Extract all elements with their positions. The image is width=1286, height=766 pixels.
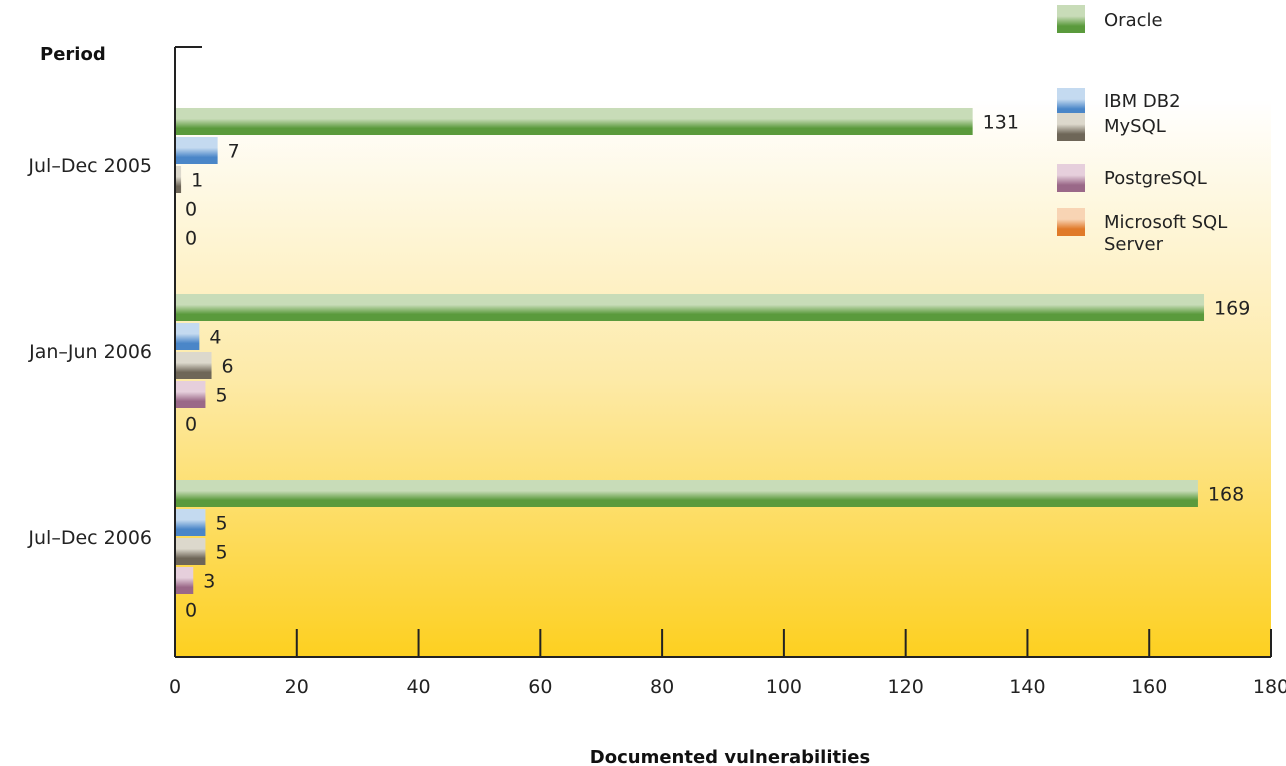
value-label-ibm-db2-jan-jun-2006: 4 (209, 327, 221, 349)
x-tick-label-80: 80 (650, 676, 674, 698)
legend-label-oracle: Oracle (1104, 10, 1163, 31)
x-tick-label-0: 0 (169, 676, 181, 698)
x-axis-title: Documented vulnerabilities (590, 747, 870, 766)
legend-swatch-ibm-db2 (1057, 88, 1085, 116)
bar-mysql-jan-jun-2006 (175, 352, 212, 379)
bar-postgresql-jul-dec-2006 (175, 567, 194, 594)
value-label-ibm-db2-jul-dec-2005: 7 (228, 141, 240, 163)
legend-swatch-postgresql (1057, 164, 1085, 192)
legend: Oracle IBM DB2 MySQL PostgreSQL Microsoft SQ… (1057, 5, 1227, 255)
legend-label-microsoft-sql-server: Microsoft SQL Server (1104, 212, 1227, 255)
category-label-jan-jun-2006: Jan–Jun 2006 (28, 341, 152, 363)
value-label-oracle-jul-dec-2006: 168 (1208, 484, 1244, 506)
x-tick-label-60: 60 (528, 676, 552, 698)
value-label-postgresql-jan-jun-2006: 5 (215, 385, 227, 407)
bar-ibm-db2-jan-jun-2006 (175, 323, 200, 350)
x-tick-label-140: 140 (1009, 676, 1045, 698)
value-label-oracle-jan-jun-2006: 169 (1214, 298, 1250, 320)
legend-swatch-microsoft-sql-server (1057, 208, 1085, 236)
value-label-mysql-jan-jun-2006: 6 (222, 356, 234, 378)
value-label-mysql-jul-dec-2006: 5 (215, 542, 227, 564)
category-label-jul-dec-2006: Jul–Dec 2006 (27, 527, 152, 549)
x-tick-label-100: 100 (766, 676, 802, 698)
bar-ibm-db2-jul-dec-2006 (175, 509, 206, 536)
x-tick-label-120: 120 (888, 676, 924, 698)
value-label-oracle-jul-dec-2005: 131 (983, 112, 1019, 134)
legend-swatch-mysql (1057, 113, 1085, 141)
bar-oracle-jul-dec-2005 (175, 108, 973, 135)
plot-background (175, 100, 1271, 657)
bar-ibm-db2-jul-dec-2005 (175, 137, 218, 164)
value-label-postgresql-jul-dec-2006: 3 (203, 571, 215, 593)
value-label-microsoft-sql-server-jul-dec-2006: 0 (185, 600, 197, 622)
bar-mysql-jul-dec-2005 (175, 166, 182, 193)
legend-label-ibm-db2: IBM DB2 (1104, 91, 1181, 112)
legend-swatch-oracle (1057, 5, 1085, 33)
legend-label-mysql: MySQL (1104, 116, 1166, 137)
value-label-mysql-jul-dec-2005: 1 (191, 170, 203, 192)
x-tick-label-20: 20 (285, 676, 309, 698)
value-label-microsoft-sql-server-jul-dec-2005: 0 (185, 228, 197, 250)
y-axis-title: Period (40, 44, 106, 65)
x-tick-label-180: 180 (1253, 676, 1286, 698)
x-tick-label-40: 40 (406, 676, 430, 698)
legend-label-postgresql: PostgreSQL (1104, 168, 1207, 189)
bar-mysql-jul-dec-2006 (175, 538, 206, 565)
bar-postgresql-jan-jun-2006 (175, 381, 206, 408)
value-label-postgresql-jul-dec-2005: 0 (185, 199, 197, 221)
bar-oracle-jul-dec-2006 (175, 480, 1198, 507)
value-label-ibm-db2-jul-dec-2006: 5 (215, 513, 227, 535)
axes-group: 0 20 40 60 80 100 120 140 160 180 (169, 46, 1286, 698)
category-label-jul-dec-2005: Jul–Dec 2005 (27, 155, 152, 177)
bar-oracle-jan-jun-2006 (175, 294, 1205, 321)
x-tick-label-160: 160 (1131, 676, 1167, 698)
value-label-microsoft-sql-server-jan-jun-2006: 0 (185, 414, 197, 436)
